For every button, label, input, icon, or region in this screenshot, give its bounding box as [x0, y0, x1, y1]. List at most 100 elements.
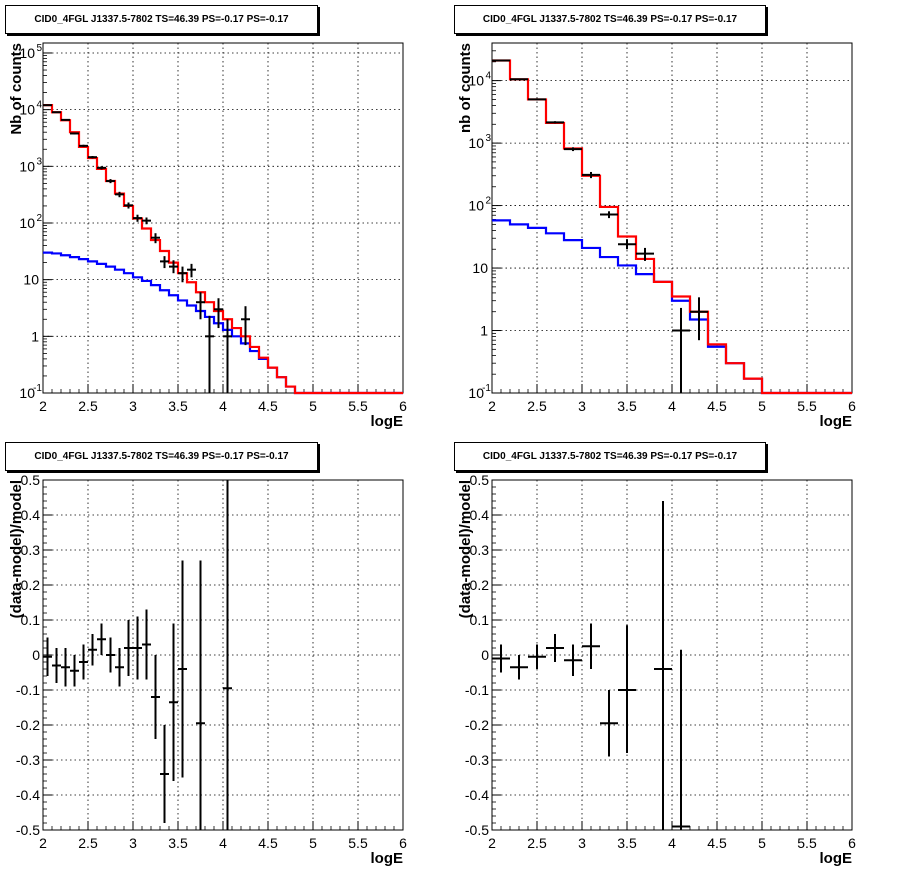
data-point [151, 655, 160, 739]
plot-frame [491, 42, 853, 394]
y-tick-label: 10 [468, 73, 484, 89]
y-tick-exponent: -1 [482, 383, 491, 394]
x-tick-label: 4.5 [707, 398, 727, 414]
x-tick-label: 5 [758, 835, 766, 851]
data-point [124, 202, 133, 209]
x-tick-label: 2.5 [78, 835, 98, 851]
data-point [564, 147, 582, 152]
y-grid [43, 514, 403, 796]
y-tick-label: -0.5 [465, 822, 489, 838]
data-point [106, 179, 115, 184]
x-tick-label: 3 [129, 398, 137, 414]
x-tick-label: 6 [848, 835, 856, 851]
x-tick-label: 3.5 [617, 398, 637, 414]
x-tick-label: 4 [219, 835, 227, 851]
y-tick-exponent: 2 [36, 213, 42, 224]
y-tick-label: 0.5 [21, 472, 41, 488]
y-grid [492, 514, 852, 796]
data-point [133, 616, 142, 680]
y-tick-label: 10 [23, 272, 39, 288]
x-axis-title: logE [820, 850, 853, 867]
data-point [654, 501, 672, 830]
x-tick-label: 3.5 [168, 398, 188, 414]
y-tick-label: 0 [32, 647, 40, 663]
y-tick-label: 0.2 [21, 577, 41, 593]
model-total-line [492, 59, 852, 395]
y-axis-title: (data-model)/model [457, 480, 474, 618]
x-axis-title: logE [371, 413, 404, 430]
y-tick-exponent: 2 [485, 196, 491, 207]
x-tick-label: 5 [758, 398, 766, 414]
data-point [636, 247, 654, 261]
y-tick-exponent: 3 [485, 133, 491, 144]
data-point [124, 620, 133, 676]
y-tick-label: 10 [19, 45, 35, 61]
y-tick-label: 0.3 [21, 542, 41, 558]
data-point [241, 306, 250, 346]
data-point [106, 637, 115, 673]
y-tick-label: 1 [480, 323, 488, 339]
x-tick-label: 6 [399, 398, 407, 414]
y-tick-label: 10 [468, 135, 484, 151]
x-tick-label: 2.5 [527, 835, 547, 851]
x-tick-label: 3 [578, 398, 586, 414]
y-tick-label: -0.3 [465, 752, 489, 768]
x-tick-label: 5.5 [348, 835, 368, 851]
data-point [43, 637, 52, 676]
data-point [600, 690, 618, 757]
x-tick-label: 5 [309, 835, 317, 851]
data-point [151, 233, 160, 244]
x-axis-title: logE [371, 850, 404, 867]
y-tick-exponent: 4 [36, 100, 42, 111]
y-tick-label: -0.2 [465, 717, 489, 733]
y-tick-label: 10 [19, 102, 35, 118]
data-points [43, 104, 250, 393]
x-axis-title: logE [820, 413, 853, 430]
x-tick-label: 5.5 [797, 835, 817, 851]
x-tick-label: 3.5 [168, 835, 188, 851]
data-point [546, 634, 564, 662]
data-point [672, 649, 690, 830]
data-point [88, 156, 97, 159]
x-tick-label: 2 [488, 398, 496, 414]
x-tick-label: 3.5 [617, 835, 637, 851]
data-point [214, 298, 223, 329]
x-tick-label: 3 [578, 835, 586, 851]
data-points [43, 480, 232, 830]
y-tick-label: 0.1 [470, 612, 490, 628]
panel-2-title: CID0_4FGL J1337.5-7802 TS=46.39 PS=-0.17… [454, 5, 766, 34]
data-point [79, 644, 88, 680]
y-tick-exponent: 5 [36, 43, 42, 54]
data-points [492, 501, 690, 830]
data-point [178, 266, 187, 283]
x-tick-label: 4 [668, 398, 676, 414]
x-tick-label: 4 [668, 835, 676, 851]
data-point [178, 560, 187, 778]
data-point [142, 217, 151, 225]
data-point [169, 623, 178, 781]
x-tick-label: 5.5 [348, 398, 368, 414]
data-point [160, 725, 169, 823]
data-point [600, 211, 618, 219]
y-tick-label: 1 [31, 328, 39, 344]
x-tick-label: 3 [129, 835, 137, 851]
y-axis-title: Nb of counts [8, 43, 25, 135]
data-point [618, 239, 636, 250]
data-point [223, 319, 232, 393]
data-points [492, 59, 708, 393]
data-point [582, 171, 600, 179]
data-point [115, 648, 124, 687]
data-point [690, 297, 708, 341]
data-point [510, 655, 528, 680]
data-point [61, 648, 70, 687]
y-tick-label: 10 [468, 198, 484, 214]
data-point [43, 104, 52, 107]
y-tick-label: 10 [468, 385, 484, 401]
data-point [582, 623, 600, 669]
x-tick-label: 2.5 [78, 398, 98, 414]
y-tick-label: 0.4 [470, 507, 490, 523]
